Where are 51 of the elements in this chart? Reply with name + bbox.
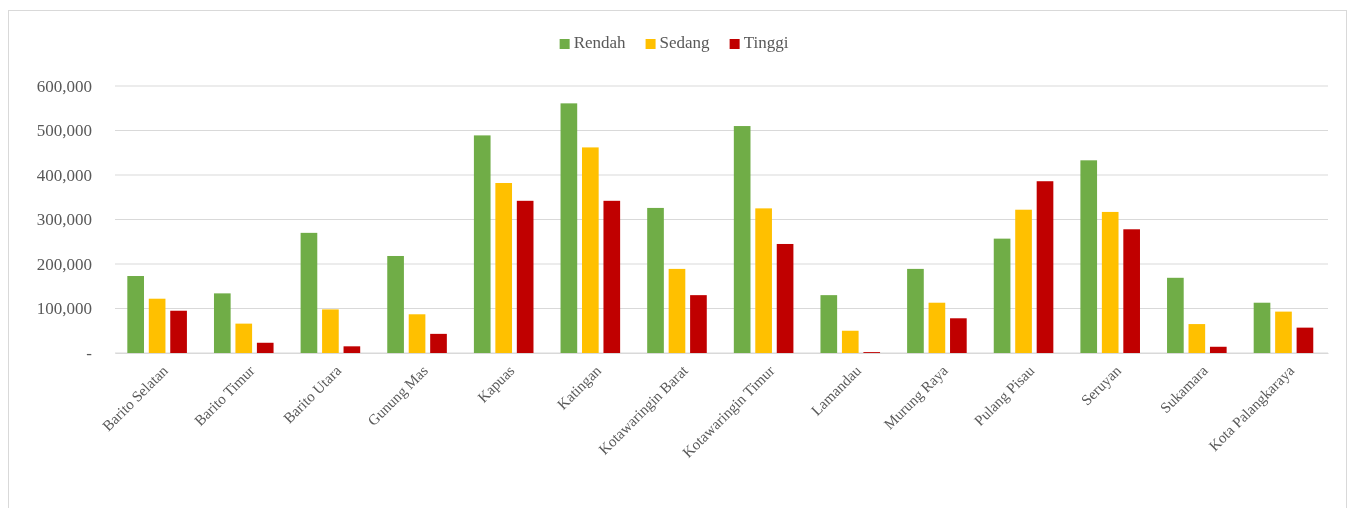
y-tick-label: 200,000 — [36, 254, 92, 274]
bar — [1036, 181, 1054, 353]
bar — [647, 207, 664, 353]
legend-label: Rendah — [573, 33, 627, 52]
bar — [1167, 277, 1184, 353]
bar — [733, 126, 751, 353]
bar — [907, 268, 924, 353]
bar — [1296, 327, 1314, 353]
bar — [387, 255, 404, 353]
bar — [213, 293, 231, 353]
y-tick-label: 400,000 — [36, 165, 92, 185]
bar — [127, 276, 144, 353]
bar — [322, 309, 339, 353]
bar — [1209, 346, 1227, 353]
y-tick-label: 600,000 — [36, 76, 92, 96]
bar — [755, 208, 772, 353]
bar — [343, 346, 361, 353]
bar — [603, 200, 621, 353]
bar — [1015, 209, 1032, 353]
bar — [928, 302, 946, 353]
bar — [235, 323, 253, 353]
bar — [148, 298, 166, 353]
y-tick-label: - — [86, 343, 93, 363]
y-tick-label: 100,000 — [36, 299, 92, 319]
bar — [1123, 229, 1140, 353]
bar — [690, 295, 707, 353]
bar — [300, 232, 318, 353]
bar — [582, 147, 599, 353]
legend-label: Sedang — [659, 33, 711, 52]
bar — [430, 333, 447, 353]
bar — [668, 268, 686, 353]
bar — [1188, 324, 1206, 353]
bar — [473, 135, 491, 353]
bar — [408, 314, 426, 353]
y-tick-label: 300,000 — [36, 210, 92, 230]
bar — [256, 342, 274, 353]
bar — [1101, 211, 1119, 353]
bar — [776, 243, 794, 353]
bar — [1275, 311, 1292, 353]
bar — [841, 330, 859, 353]
legend-label: Tinggi — [743, 33, 789, 52]
bar — [1080, 160, 1098, 353]
bar — [495, 183, 513, 353]
bar — [516, 200, 534, 353]
bar — [820, 295, 838, 353]
bar — [950, 318, 967, 353]
bar — [560, 103, 578, 353]
bar — [993, 238, 1011, 353]
bar — [170, 310, 187, 353]
bar — [1253, 302, 1271, 353]
y-tick-label: 500,000 — [36, 121, 92, 141]
